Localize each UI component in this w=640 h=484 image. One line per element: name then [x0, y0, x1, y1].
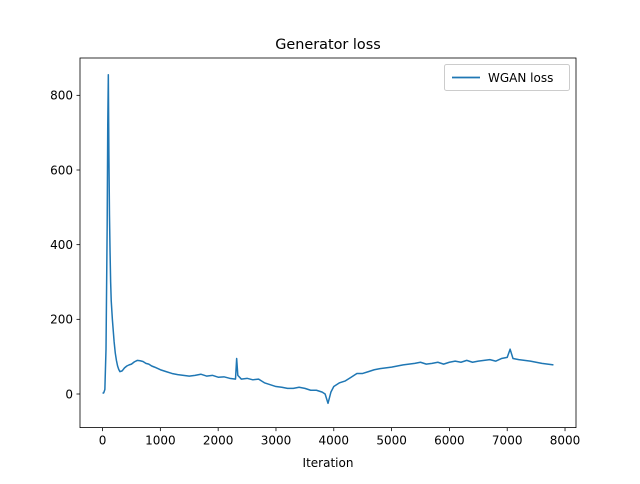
chart-title: Generator loss [275, 37, 380, 53]
y-axis: 0 200 400 600 800 [50, 89, 80, 401]
plot-area-frame [79, 57, 577, 429]
x-axis: 0 1000 2000 3000 4000 5000 6000 7000 8000 [99, 427, 581, 448]
y-tick-label: 600 [50, 163, 73, 177]
y-tick-label: 400 [50, 238, 73, 252]
x-tick-label: 8000 [550, 434, 581, 448]
x-tick-label: 7000 [492, 434, 523, 448]
x-tick-label: 4000 [319, 434, 350, 448]
x-axis-label: Iteration [303, 456, 354, 470]
x-tick-label: 6000 [434, 434, 465, 448]
x-tick-label: 0 [99, 434, 107, 448]
legend: WGAN loss [444, 64, 570, 91]
series-line-wgan-loss [102, 74, 554, 405]
legend-box [444, 64, 570, 91]
series-layer [102, 74, 554, 405]
legend-label-wgan-loss: WGAN loss [488, 71, 553, 85]
y-tick-label: 800 [50, 89, 73, 103]
x-tick-label: 1000 [145, 434, 176, 448]
x-tick-label: 5000 [376, 434, 407, 448]
x-tick-label: 2000 [203, 434, 234, 448]
y-tick-label: 200 [50, 313, 73, 327]
y-tick-label: 0 [65, 387, 73, 401]
x-tick-label: 3000 [261, 434, 292, 448]
